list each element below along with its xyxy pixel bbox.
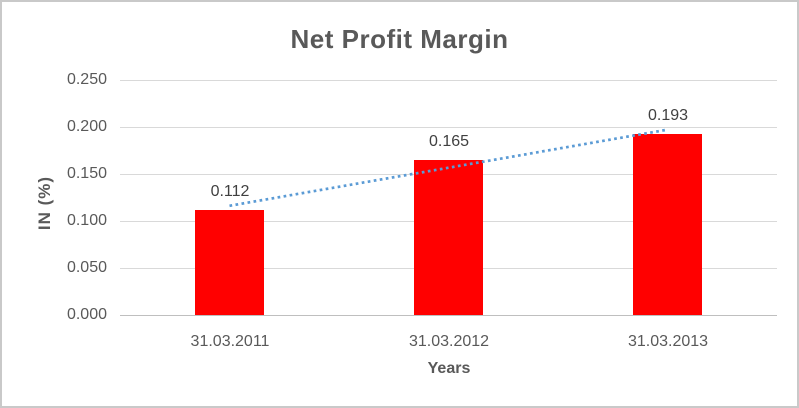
x-tick-label: 31.03.2011 bbox=[190, 333, 270, 350]
data-label: 0.193 bbox=[647, 107, 689, 124]
chart-title: Net Profit Margin bbox=[290, 24, 509, 54]
y-tick-label: 0.150 bbox=[66, 165, 107, 182]
y-gridline bbox=[120, 127, 777, 128]
x-axis-title: Years bbox=[427, 360, 471, 377]
x-axis-line bbox=[120, 315, 777, 316]
data-label: 0.112 bbox=[210, 183, 250, 200]
bar-31.03.2012 bbox=[414, 160, 483, 315]
x-tick-label: 31.03.2013 bbox=[627, 333, 709, 350]
y-tick-label: 0.250 bbox=[66, 71, 107, 88]
bar-31.03.2011 bbox=[195, 210, 264, 315]
y-gridline bbox=[120, 80, 777, 81]
y-tick-label: 0.050 bbox=[66, 259, 107, 276]
data-label: 0.165 bbox=[428, 133, 470, 150]
x-tick-label: 31.03.2012 bbox=[408, 333, 490, 350]
bar-31.03.2013 bbox=[633, 134, 702, 315]
y-tick-label: 0.000 bbox=[66, 306, 107, 323]
y-tick-label: 0.100 bbox=[66, 212, 107, 229]
y-tick-label: 0.200 bbox=[66, 118, 107, 135]
